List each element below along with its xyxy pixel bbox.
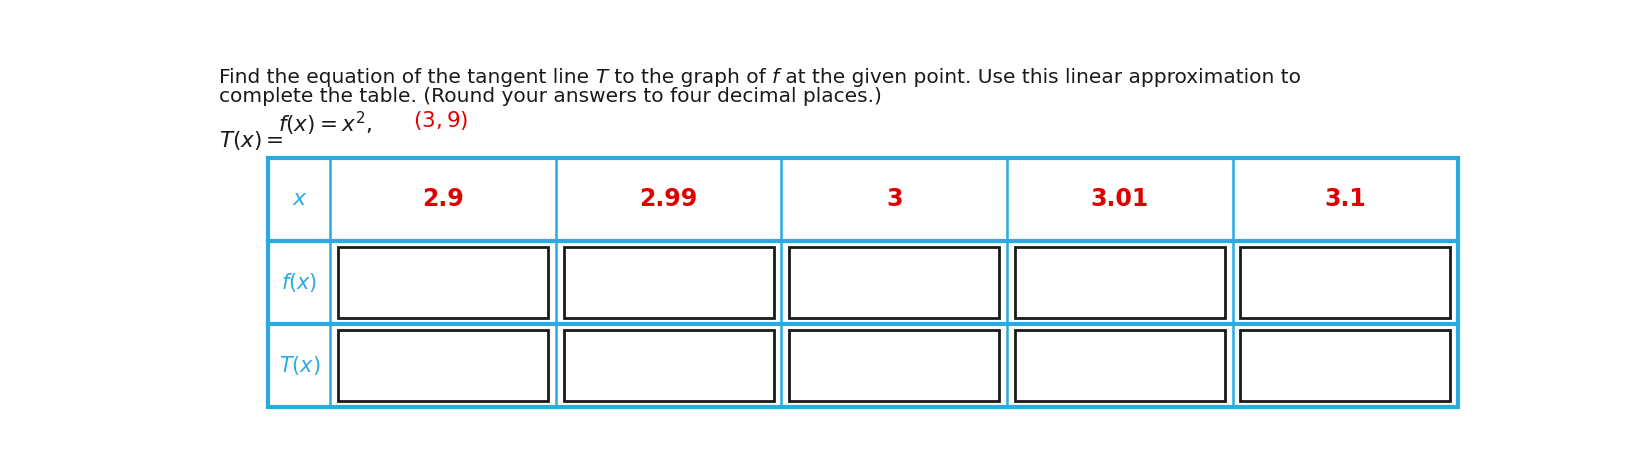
- Text: x: x: [293, 189, 306, 209]
- Text: 2.9: 2.9: [423, 188, 464, 211]
- Bar: [1241, 247, 1451, 317]
- Bar: [564, 247, 774, 317]
- Text: Find the equation of the tangent line: Find the equation of the tangent line: [220, 68, 595, 87]
- Text: complete the table. (Round your answers to four decimal places.): complete the table. (Round your answers …: [220, 87, 882, 106]
- Bar: [338, 330, 547, 400]
- Bar: [1015, 330, 1224, 400]
- Text: $\it{f}(\it{x}) = \it{x}^2,$: $\it{f}(\it{x}) = \it{x}^2,$: [279, 109, 372, 138]
- Text: $\it{T}(\it{x})=$: $\it{T}(\it{x})=$: [220, 129, 284, 152]
- Bar: [1015, 247, 1224, 317]
- Text: f: f: [772, 68, 779, 87]
- Text: at the given point. Use this linear approximation to: at the given point. Use this linear appr…: [779, 68, 1301, 87]
- Text: 3.01: 3.01: [1090, 188, 1149, 211]
- Text: $\it{f}(\it{x})$: $\it{f}(\it{x})$: [282, 271, 318, 294]
- Text: $\it{T}(\it{x})$: $\it{T}(\it{x})$: [279, 354, 320, 377]
- Text: $(\mathit{3, 9})$: $(\mathit{3, 9})$: [413, 109, 467, 132]
- Text: to the graph of: to the graph of: [608, 68, 772, 87]
- Text: 2.99: 2.99: [639, 188, 698, 211]
- Bar: [790, 330, 1000, 400]
- Bar: [790, 247, 1000, 317]
- Bar: [338, 247, 547, 317]
- Bar: [269, 158, 1459, 407]
- Text: T: T: [595, 68, 608, 87]
- Text: 3: 3: [887, 188, 903, 211]
- Bar: [1241, 330, 1451, 400]
- Text: 3.1: 3.1: [1324, 188, 1367, 211]
- Bar: [564, 330, 774, 400]
